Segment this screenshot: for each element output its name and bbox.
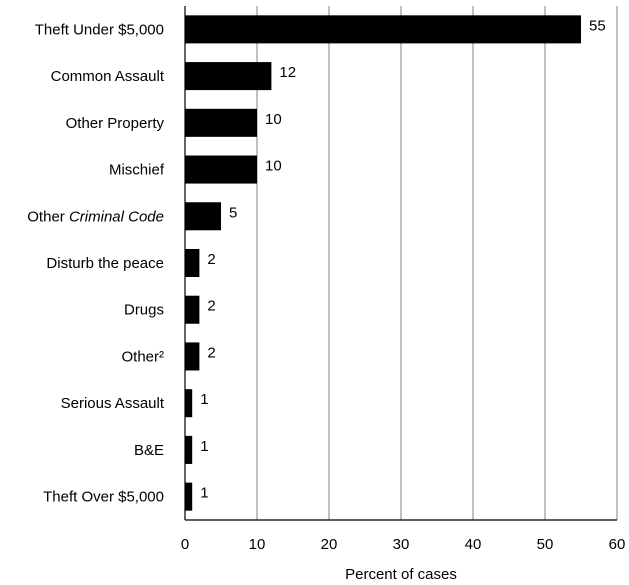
category-label: Common Assault [51,68,165,85]
value-label: 55 [589,17,606,34]
x-axis-title: Percent of cases [345,566,457,583]
x-tick-label: 30 [393,536,410,553]
category-label: B&E [134,442,164,459]
axes [184,6,617,521]
bar [185,108,257,137]
category-label: Theft Under $5,000 [35,21,164,38]
value-label: 12 [279,64,296,81]
value-label: 2 [207,344,215,361]
category-label: Mischief [109,162,165,179]
category-labels: Theft Under $5,000 Common Assault Other Pr… [27,21,165,505]
value-label: 2 [207,251,215,268]
x-tick-label: 60 [609,536,626,553]
x-tick-label: 50 [537,536,554,553]
category-label: Serious Assault [61,395,165,412]
x-tick-label: 10 [249,536,266,553]
bar [185,15,581,44]
value-label: 10 [265,111,282,128]
value-label: 2 [207,298,215,315]
x-tick-labels: 0 10 20 30 40 50 60 [181,536,626,553]
bar [185,482,193,511]
bars [185,15,581,511]
category-label: Other Criminal Code [27,208,164,225]
bar [185,435,193,464]
bar [185,155,257,184]
x-tick-label: 0 [181,536,189,553]
category-label: Drugs [124,302,164,319]
value-label: 1 [200,485,208,502]
gridlines [256,6,618,520]
value-labels: 55 12 10 10 5 2 2 2 1 1 1 [200,17,605,501]
bar [185,248,200,278]
value-label: 5 [229,204,237,221]
bar [185,62,272,91]
category-label: Disturb the peace [46,255,164,272]
category-label: Theft Over $5,000 [43,489,164,506]
category-label: Other² [121,348,164,365]
x-tick-label: 40 [465,536,482,553]
category-label: Other Property [66,115,165,132]
bar [185,389,193,418]
bar [185,295,200,324]
bar [185,202,221,231]
value-label: 1 [200,438,208,455]
value-label: 1 [200,391,208,408]
bar [185,342,200,371]
x-tick-label: 20 [321,536,338,553]
value-label: 10 [265,158,282,175]
